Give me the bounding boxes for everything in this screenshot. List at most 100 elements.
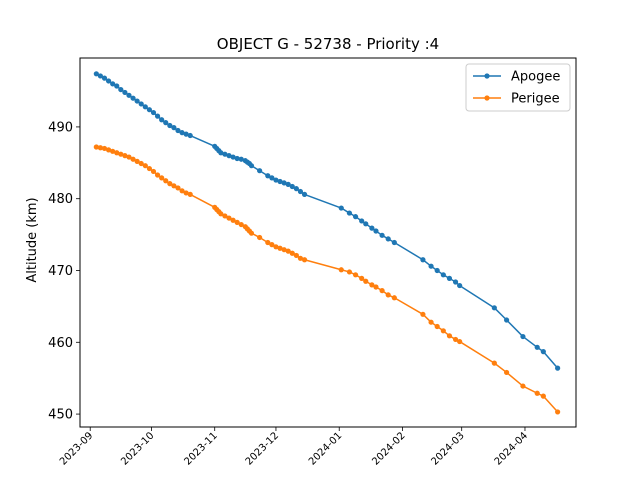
perigee-data-point <box>134 158 140 164</box>
perigee-data-point <box>167 181 173 187</box>
y-tick-label: 450 <box>48 408 73 423</box>
apogee-data-point <box>385 236 391 242</box>
apogee-data-point <box>301 191 308 197</box>
perigee-data-point <box>159 175 165 181</box>
perigee-data-point <box>142 163 148 169</box>
apogee-data-point <box>391 239 397 246</box>
perigee-data-point <box>297 255 304 261</box>
perigee-data-point <box>285 248 291 254</box>
apogee-data-point <box>293 186 299 192</box>
apogee-data-point <box>359 218 365 224</box>
apogee-data-point <box>226 153 232 159</box>
perigee-data-point <box>352 272 359 278</box>
legend-perigee-label: Perigee <box>511 92 560 107</box>
perigee-data-point <box>428 319 434 325</box>
perigee-data-point <box>555 409 561 415</box>
perigee-data-point <box>269 242 275 248</box>
apogee-data-point <box>130 95 136 101</box>
perigee-data-point <box>187 191 193 197</box>
apogee-data-point <box>134 98 140 104</box>
perigee-data-point <box>520 383 526 389</box>
apogee-data-point <box>352 214 359 220</box>
apogee-data-point <box>187 132 193 139</box>
apogee-data-point <box>289 183 295 190</box>
perigee-data-point <box>97 145 104 151</box>
perigee-data-point <box>391 295 397 301</box>
perigee-data-point <box>277 245 283 251</box>
perigee-data-point <box>226 215 232 221</box>
apogee-data-point <box>93 71 99 77</box>
plot-frame <box>79 57 577 428</box>
apogee-data-point <box>222 151 228 157</box>
apogee-data-point <box>257 168 263 174</box>
perigee-data-point <box>183 190 189 196</box>
apogee-data-point <box>105 78 112 84</box>
apogee-data-point <box>420 257 426 263</box>
apogee-data-point <box>142 104 148 110</box>
perigee-data-point <box>457 338 463 345</box>
apogee-data-point <box>146 107 152 113</box>
apogee-data-point <box>379 232 385 238</box>
perigee-data-point <box>338 267 344 273</box>
apogee-data-point <box>138 101 144 107</box>
y-tick-label: 460 <box>48 336 73 351</box>
apogee-data-point <box>265 173 271 179</box>
perigee-data-point <box>238 221 244 228</box>
apogee-data-point <box>457 282 463 289</box>
apogee-data-point <box>504 317 510 323</box>
perigee-data-point <box>118 151 124 157</box>
perigee-data-point <box>420 311 426 317</box>
apogee-data-point <box>238 156 244 162</box>
perigee-data-point <box>130 156 136 162</box>
apogee-data-point <box>163 120 169 126</box>
apogee-data-point <box>346 210 353 216</box>
apogee-data-point <box>167 122 173 129</box>
perigee-data-point <box>385 292 391 298</box>
apogee-data-point <box>452 279 459 285</box>
apogee-data-point <box>440 272 446 278</box>
apogee-data-point <box>434 267 440 274</box>
apogee-data-point <box>277 178 283 185</box>
apogee-data-point <box>520 333 526 340</box>
perigee-data-point <box>301 257 308 263</box>
perigee-data-point <box>265 239 271 246</box>
perigee-data-point <box>440 328 446 334</box>
apogee-data-point <box>122 89 128 96</box>
apogee-data-point <box>126 92 132 98</box>
apogee-data-point <box>234 155 240 162</box>
perigee-data-point <box>222 213 228 219</box>
apogee-data-point <box>118 86 124 93</box>
chart-title: OBJECT G - 52738 - Priority :4 <box>217 35 439 53</box>
perigee-data-point <box>273 244 279 250</box>
legend-perigee-marker <box>484 95 490 101</box>
perigee-data-point <box>230 217 236 223</box>
apogee-data-point <box>114 83 120 89</box>
legend: Apogee Perigee <box>465 63 571 112</box>
apogee-data-point <box>297 188 304 195</box>
legend-apogee-marker <box>484 73 490 79</box>
apogee-data-point <box>159 117 165 123</box>
apogee-data-point <box>171 125 177 131</box>
perigee-data-point <box>105 147 112 153</box>
perigee-data-point <box>446 333 453 339</box>
y-tick-label: 490 <box>48 120 73 135</box>
apogee-data-point <box>540 349 546 355</box>
apogee-data-point <box>218 150 224 156</box>
apogee-data-point <box>110 81 116 87</box>
perigee-data-point <box>171 183 177 189</box>
apogee-data-point <box>428 263 434 269</box>
apogee-data-point <box>534 344 540 350</box>
perigee-data-point <box>373 284 379 290</box>
apogee-data-point <box>363 221 369 227</box>
apogee-data-point <box>230 154 236 160</box>
perigee-data-point <box>93 144 99 150</box>
perigee-data-point <box>218 211 224 217</box>
apogee-data-point <box>269 175 275 181</box>
perigee-data-point <box>289 250 295 256</box>
apogee-data-point <box>154 113 161 119</box>
perigee-data-point <box>540 393 546 399</box>
perigee-data-point <box>257 234 263 241</box>
perigee-data-point <box>175 185 181 191</box>
apogee-data-point <box>555 365 561 371</box>
